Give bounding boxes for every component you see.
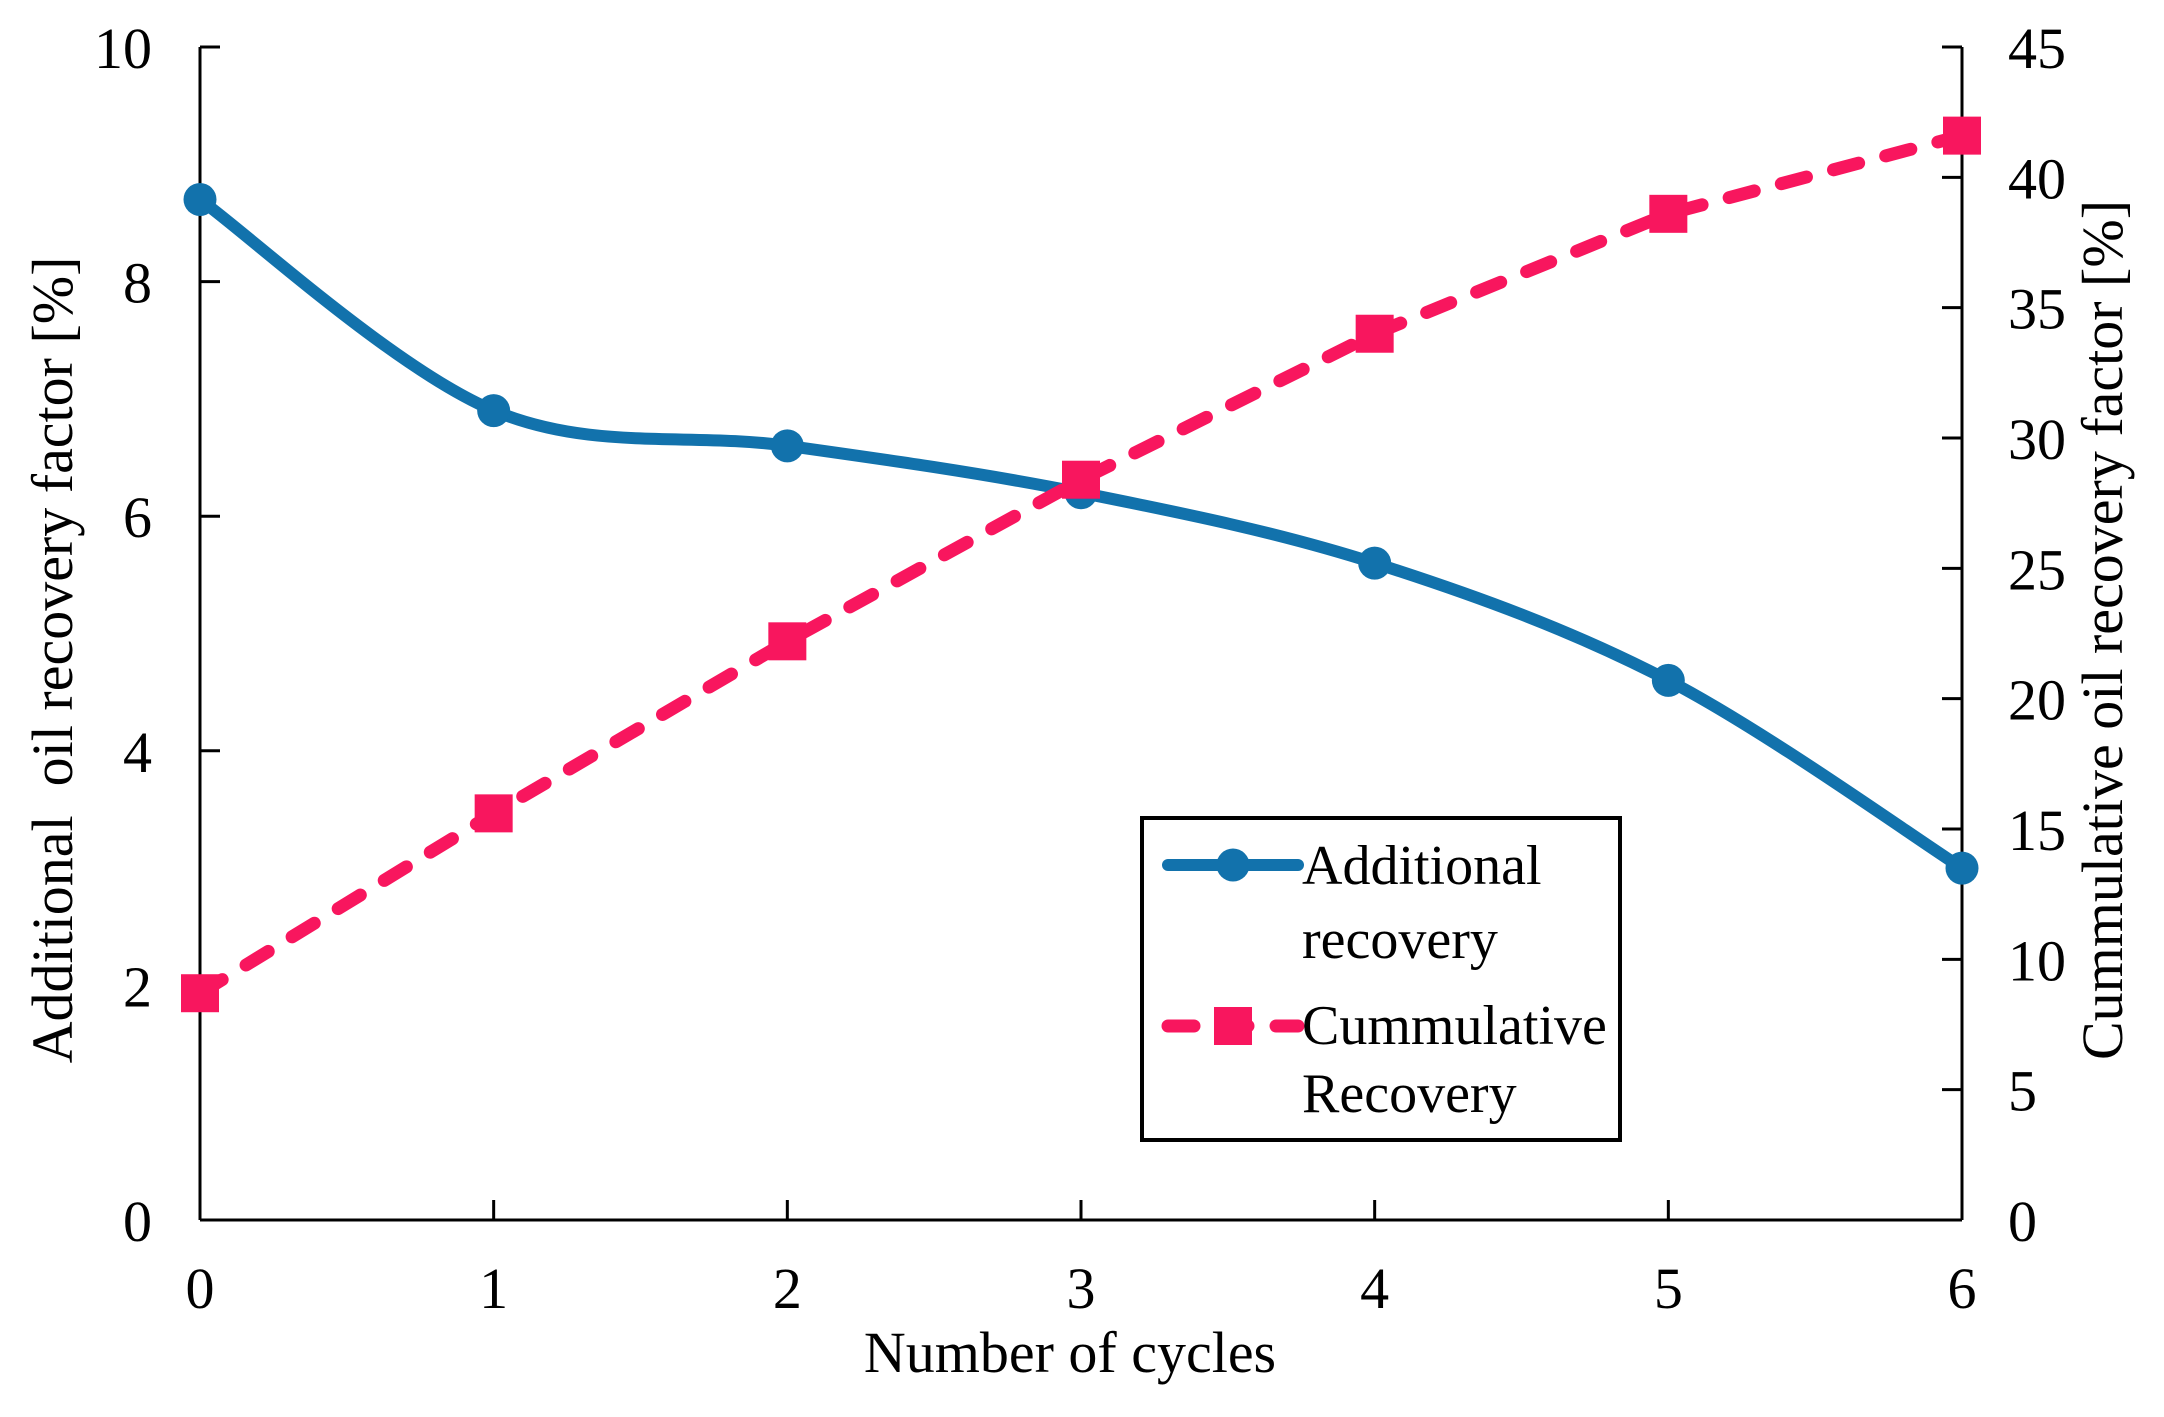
data-point-marker [770,429,804,463]
x-axis-tick-label: 1 [479,1256,508,1321]
legend-sample-marker [1214,1007,1252,1045]
right-axis-tick-label: 35 [2008,277,2066,342]
x-axis-title: Number of cycles [864,1320,1276,1385]
right-axis-title: Cummulative oil recovery factor [%] [2070,200,2135,1060]
data-point-marker [477,394,511,428]
left-axis-title: Additional oil recovery factor [%] [20,257,85,1064]
data-point-marker [1943,116,1981,155]
data-series [181,116,1981,1013]
x-axis-tick-label: 5 [1654,1256,1683,1321]
series-line [193,129,1969,1000]
legend-label-additional-line2: recovery [1302,909,1498,971]
legend-label-cummulative-line2: Recovery [1302,1063,1517,1125]
data-point-marker [1945,851,1979,885]
legend-label-cummulative-line1: Cummulative [1302,995,1607,1057]
right-axis-tick-label: 25 [2008,537,2066,602]
right-axis-tick-label: 45 [2008,16,2066,81]
x-axis-tick-label: 2 [773,1256,802,1321]
data-point-marker [474,794,513,833]
right-axis-tick-label: 10 [2008,928,2066,993]
left-axis-tick-label: 2 [123,954,152,1019]
data-point-marker [1358,546,1392,580]
right-axis-tick-label: 20 [2008,668,2066,733]
right-axis-tick-label: 0 [2008,1189,2037,1254]
right-axis-tick-label: 15 [2008,798,2066,863]
legend-sample-additional-recovery [1162,848,1304,882]
right-axis-tick-label: 30 [2008,407,2066,472]
data-point-marker [183,182,217,216]
legend-label-additional-line1: Additional [1302,835,1542,897]
left-axis-tick-label: 0 [123,1189,152,1254]
legend: Additional recovery Cummulative Recovery [1140,816,1622,1142]
data-point-marker [768,622,807,661]
series-line [194,193,1968,875]
legend-sample-cummulative-recovery [1161,1007,1305,1045]
x-axis-tick-label: 0 [186,1256,215,1321]
left-axis-tick-label: 10 [94,16,152,81]
series-cummulative-recovery [181,116,1981,1013]
data-point-marker [1651,663,1685,697]
legend-sample-marker [1216,848,1250,882]
x-axis-tick-label: 3 [1067,1256,1096,1321]
data-point-marker [1649,194,1688,233]
right-axis-tick-label: 40 [2008,146,2066,211]
series-additional-recovery [183,182,1979,885]
left-axis-tick-label: 6 [123,485,152,550]
x-axis-tick-label: 4 [1360,1256,1389,1321]
data-point-marker [1355,314,1394,353]
data-point-marker [181,974,219,1013]
x-axis-tick-label: 6 [1948,1256,1977,1321]
right-axis-tick-label: 5 [2008,1059,2037,1124]
data-point-marker [1062,460,1100,499]
left-axis-tick-label: 8 [123,251,152,316]
left-axis-tick-label: 4 [123,720,152,785]
